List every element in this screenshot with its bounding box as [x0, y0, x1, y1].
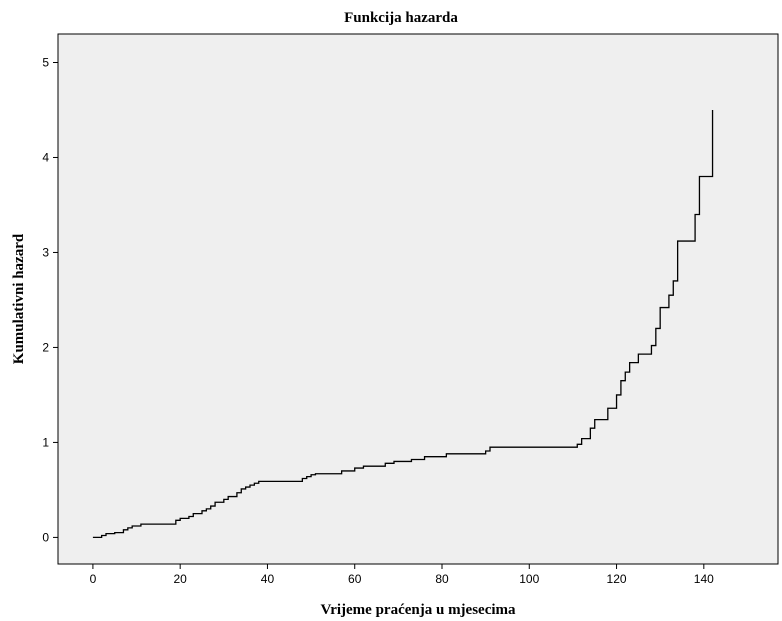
y-tick-label: 2: [42, 340, 49, 354]
y-tick-label: 4: [42, 150, 49, 164]
x-tick-label: 100: [519, 572, 539, 586]
y-axis-label: Kumulativni hazard: [11, 233, 27, 364]
chart-title: Funkcija hazarda: [344, 10, 458, 26]
x-axis-label: Vrijeme praćenja u mjesecima: [320, 602, 516, 618]
plot-area: [57, 33, 779, 565]
x-tick-label: 80: [435, 572, 449, 586]
cumulative-hazard-line: [92, 109, 714, 539]
x-tick-label: 120: [607, 572, 627, 586]
x-tick-label: 0: [90, 572, 97, 586]
x-tick-label: 140: [694, 572, 714, 586]
y-tick-label: 5: [42, 55, 49, 69]
x-axis: 0 20 40 60 80 100 120 140: [90, 564, 714, 586]
y-tick-label: 3: [42, 245, 49, 259]
y-tick-label: 0: [42, 530, 49, 544]
x-tick-label: 20: [174, 572, 188, 586]
x-tick-label: 40: [261, 572, 275, 586]
y-axis: 0 1 2 3 4 5: [42, 55, 58, 544]
y-tick-label: 1: [42, 435, 49, 449]
x-tick-label: 60: [348, 572, 362, 586]
